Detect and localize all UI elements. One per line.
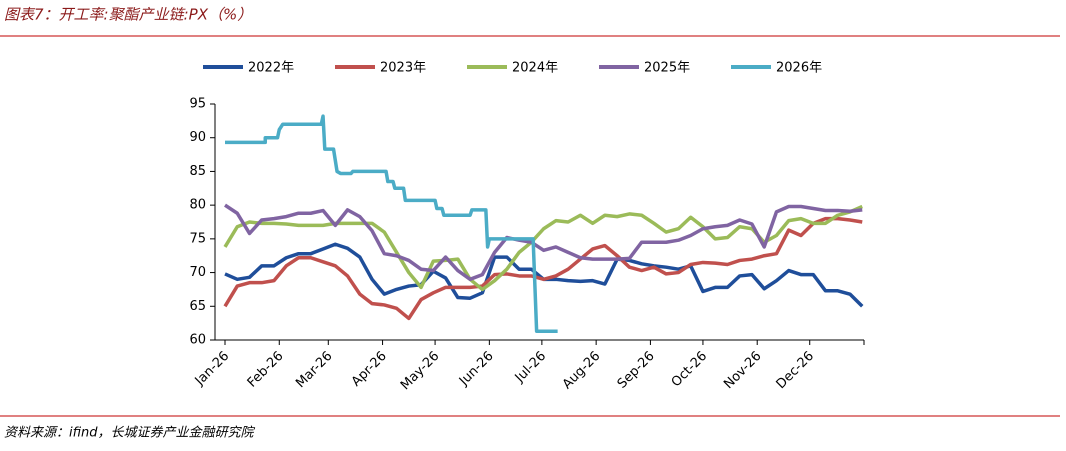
y-tick-label: 95 xyxy=(189,97,206,112)
legend-label: 2023年 xyxy=(380,61,426,76)
legend-label: 2024年 xyxy=(512,61,558,76)
chart-title: 图表7：开工率:聚酯产业链:PX（%） xyxy=(4,6,252,24)
x-tick-label: Jun-26 xyxy=(456,349,497,390)
x-tick-label: Aug-26 xyxy=(560,349,604,393)
legend-label: 2026年 xyxy=(776,61,822,76)
series-line xyxy=(223,216,863,321)
x-tick-label: Dec-26 xyxy=(774,349,817,392)
x-tick-label: Nov-26 xyxy=(721,349,764,392)
legend-label: 2022年 xyxy=(248,61,294,76)
legend-label: 2025年 xyxy=(644,61,690,76)
x-tick-label: Mar-26 xyxy=(293,349,335,391)
series-line xyxy=(225,114,558,333)
y-tick-label: 65 xyxy=(189,299,206,314)
y-tick-label: 75 xyxy=(189,231,206,246)
x-tick-label: Jan-26 xyxy=(192,349,233,390)
x-tick-label: May-26 xyxy=(398,349,442,393)
source-note: 资料来源：ifind，长城证券产业金融研究院 xyxy=(4,425,256,441)
x-tick-label: Sep-26 xyxy=(615,349,658,392)
y-tick-label: 90 xyxy=(189,130,206,145)
x-tick-label: Feb-26 xyxy=(245,349,287,391)
y-tick-label: 60 xyxy=(189,333,206,348)
series-line xyxy=(223,204,863,292)
x-tick-label: Oct-26 xyxy=(669,349,711,391)
y-tick-label: 70 xyxy=(189,265,206,280)
x-tick-label: Jul-26 xyxy=(512,349,549,386)
series-line xyxy=(224,203,863,282)
y-tick-label: 80 xyxy=(189,198,206,213)
y-tick-label: 85 xyxy=(189,164,206,179)
x-tick-label: Apr-26 xyxy=(349,349,390,390)
